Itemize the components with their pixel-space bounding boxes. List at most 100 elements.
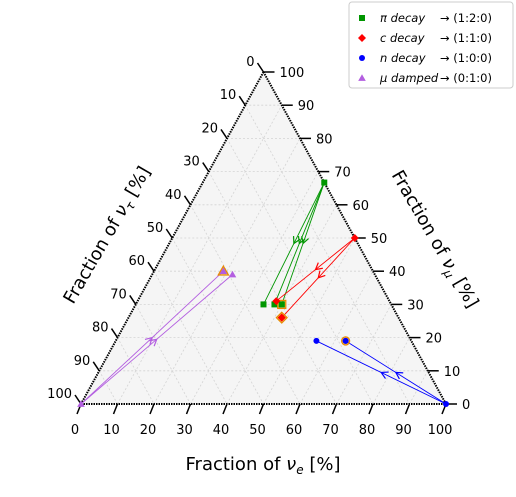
right-tick-label-30: 30 [407,298,424,313]
series-2-arrow-1 [394,371,404,380]
legend-target-3: → (0:1:0) [440,71,492,85]
left-tick-label-20: 20 [201,121,218,136]
legend: π decay → (1:2:0) c decay → (1:1:0) n decay →… [348,1,514,89]
bottom-tick-label-20: 20 [140,423,157,438]
gridline-tau-70 [135,304,191,405]
bottom-tick-90 [404,403,411,415]
right-tick-label-50: 50 [371,232,388,247]
series-0 [260,179,328,310]
left-axis-line [80,71,265,405]
series-0-arrow-0 [301,236,309,245]
bottom-tick-label-90: 90 [395,423,412,438]
bottom-axis-title-unit: [%] [304,454,341,475]
gridline-tau-60 [153,271,228,405]
bottom-tick-label-40: 40 [213,423,230,438]
right-tick-label-20: 20 [426,332,443,347]
series-0-arrow-2 [292,236,301,245]
series-3-highlight-core [219,267,228,275]
series-2-end-marker-0 [313,337,320,344]
right-tick-label-10: 10 [444,365,461,380]
left-tick-label-60: 60 [128,254,145,269]
left-tick-label-80: 80 [92,321,109,336]
right-tick-label-60: 60 [353,199,370,214]
left-tick-label-30: 30 [183,155,200,170]
bottom-tick-label-70: 70 [322,423,339,438]
series-2 [313,336,449,407]
series-1 [272,234,359,324]
series-1-arrow-0 [317,270,326,279]
legend-marker-3 [358,74,366,81]
left-tick-0 [256,62,265,73]
left-tick-20 [220,128,228,139]
legend-target-1: → (1:1:0) [440,31,492,45]
bottom-tick-20 [149,403,155,415]
gridlines [98,104,429,405]
bottom-tick-30 [185,403,192,415]
right-tick-label-100: 100 [280,66,305,81]
gridline-e-70 [336,304,392,405]
right-axis-title-main: Fraction of [387,167,456,265]
series-0-end-marker-2 [260,301,267,308]
bottom-tick-40 [222,403,228,415]
left-tick-80 [110,328,119,339]
gridline-tau-20 [226,138,374,405]
left-tick-label-100: 100 [47,387,72,402]
series-0-arrow-1 [297,236,306,245]
right-tick-label-70: 70 [334,166,351,181]
bottom-tick-label-0: 0 [71,423,79,438]
bottom-axis-title-subscript: e [296,463,303,477]
left-tick-40 [183,195,192,206]
legend-marker-2 [359,55,365,61]
series-0-source-marker [321,179,328,186]
gridline-tau-80 [117,337,155,405]
gridline-e-50 [263,237,356,405]
left-tick-label-0: 0 [246,55,254,70]
series-3-end-marker-1 [228,270,237,278]
gridline-tau-30 [208,171,337,405]
bottom-tick-80 [368,403,374,415]
bottom-tick-label-60: 60 [286,423,303,438]
series-1-source-marker [350,234,359,242]
legend-target-0: → (1:2:0) [440,11,492,25]
series-2-highlight-core [342,337,349,344]
left-tick-10 [238,95,246,106]
bottom-tick-label-10: 10 [103,423,120,438]
right-tick-label-0: 0 [462,398,470,413]
gridline-e-60 [299,271,374,405]
legend-label-1: c decay [380,31,425,45]
series-1-end-marker-1 [272,297,281,306]
gridline-e-80 [372,337,410,405]
series-0-highlight-core [278,301,285,308]
tick-labels: 0 10 20 30 40 50 60 70 80 90 100010203040506070809… [47,55,470,438]
series-2-arrow-0 [380,371,389,379]
left-tick-label-90: 90 [74,354,91,369]
left-tick-90 [92,361,100,372]
bottom-axis-title-symbol: ν [286,454,296,475]
right-axis-line [262,71,447,405]
left-tick-label-10: 10 [220,88,237,103]
left-tick-50 [165,228,173,239]
legend-label-2: n decay [380,51,426,65]
left-tick-60 [147,261,155,272]
legend-target-2: → (1:0:0) [440,51,492,65]
left-tick-70 [129,294,137,305]
bottom-tick-10 [112,403,119,415]
data-layer [77,179,449,407]
gridline-e-30 [190,171,319,405]
legend-marker-0 [359,15,365,21]
gridline-e-10 [117,105,283,405]
bottom-tick-50 [258,403,265,415]
bottom-axis-title-main: Fraction of [186,454,287,475]
gridline-tau-50 [171,237,264,405]
right-tick-label-90: 90 [298,99,315,114]
series-3-arrow-1 [149,338,158,347]
left-tick-label-70: 70 [110,287,127,302]
bottom-tick-label-100: 100 [428,423,453,438]
left-tick-label-50: 50 [147,221,164,236]
gridline-e-20 [153,138,301,405]
triangle-background [81,72,446,404]
series-1-arrow-1 [314,262,323,271]
series-0-end-marker-1 [271,301,278,308]
legend-box [348,1,514,89]
